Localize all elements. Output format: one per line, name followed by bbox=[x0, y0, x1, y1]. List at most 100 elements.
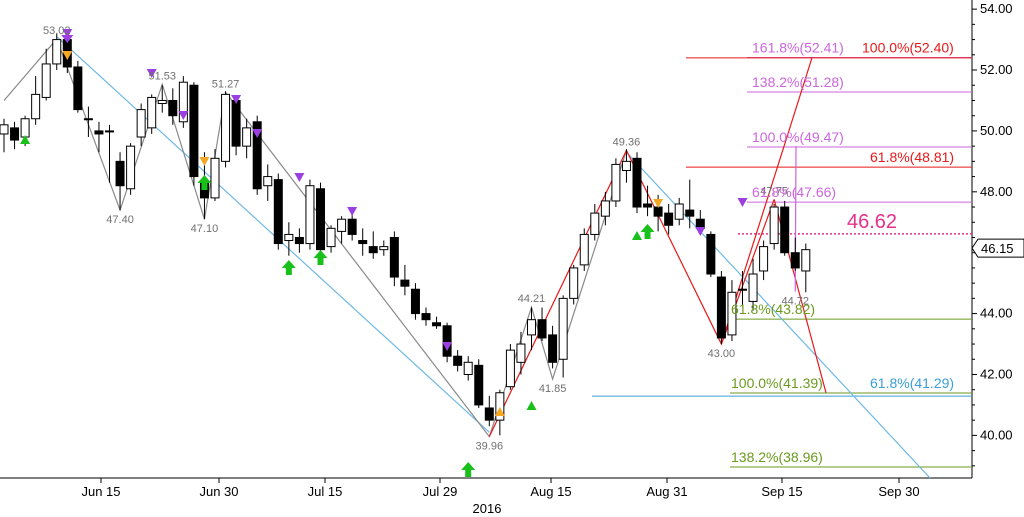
sell-signal-marker bbox=[294, 173, 305, 182]
fib-level-label: 100.0%(41.39) bbox=[731, 375, 823, 391]
swing-point-label: 39.96 bbox=[476, 441, 504, 453]
candle-body bbox=[20, 118, 30, 138]
downtrend-line bbox=[56, 36, 490, 433]
candle-body bbox=[495, 392, 505, 421]
y-tick-label: 42.00 bbox=[980, 366, 1013, 381]
sell-signal-marker bbox=[737, 198, 748, 207]
candle-body bbox=[379, 246, 389, 251]
last-price-flag bbox=[971, 238, 1024, 258]
fib-level-label: 61.8%(43.82) bbox=[731, 301, 815, 317]
candle-body bbox=[410, 288, 420, 315]
candle-body bbox=[463, 361, 473, 375]
candle-body bbox=[674, 203, 684, 220]
candle-body bbox=[189, 84, 199, 178]
candle-body bbox=[474, 364, 484, 406]
fib-level-label: 138.2%(38.96) bbox=[731, 449, 823, 465]
key-level-label: 46.62 bbox=[847, 211, 897, 233]
candle-body bbox=[41, 63, 51, 98]
x-tick-label: Aug 31 bbox=[646, 484, 687, 499]
candle-body bbox=[748, 273, 758, 302]
candle-body bbox=[273, 179, 283, 245]
candle-body bbox=[590, 212, 600, 235]
buy-arrow-marker bbox=[197, 175, 212, 190]
candle-body bbox=[10, 127, 20, 141]
candle-body bbox=[316, 188, 325, 251]
wave-line-red bbox=[488, 149, 775, 437]
sell-signal-marker bbox=[61, 35, 74, 43]
candle-body bbox=[94, 130, 104, 135]
candle-body bbox=[115, 160, 125, 187]
candle-body bbox=[664, 212, 674, 226]
sell-signal-marker bbox=[62, 51, 73, 60]
candle-body bbox=[126, 145, 136, 190]
swing-point-label: 44.21 bbox=[518, 293, 546, 305]
swing-point-label: 43.00 bbox=[708, 348, 736, 360]
candle-body bbox=[706, 233, 716, 275]
buy-arrow-marker bbox=[461, 462, 476, 477]
candle-body bbox=[695, 218, 705, 229]
swing-point-label: 49.36 bbox=[613, 136, 641, 148]
y-tick-label: 50.00 bbox=[980, 123, 1013, 138]
candle-body bbox=[790, 252, 800, 269]
candle-body bbox=[337, 218, 347, 232]
candle-body bbox=[284, 233, 294, 242]
candle-body bbox=[600, 200, 610, 217]
candle-body bbox=[400, 279, 410, 287]
candle-body bbox=[453, 355, 463, 366]
sell-signal-marker bbox=[347, 207, 358, 216]
candle-body bbox=[643, 203, 653, 208]
sell-signal-marker bbox=[178, 111, 189, 120]
buy-arrow-marker bbox=[281, 260, 296, 275]
y-tick-label: 54.00 bbox=[980, 1, 1013, 16]
candle-body bbox=[421, 313, 431, 321]
candle-body bbox=[432, 322, 442, 327]
candle-body bbox=[611, 163, 621, 202]
candle-body bbox=[263, 176, 273, 187]
candle-body bbox=[0, 124, 9, 135]
candle-body bbox=[527, 319, 536, 336]
buy-signal-marker bbox=[632, 231, 642, 240]
candle-body bbox=[442, 325, 452, 357]
zigzag-line bbox=[3, 37, 628, 438]
candle-body bbox=[368, 246, 378, 254]
y-tick-label: 40.00 bbox=[980, 427, 1013, 442]
x-tick-label: Aug 15 bbox=[530, 484, 571, 499]
candle-body bbox=[210, 157, 220, 199]
candle-body bbox=[769, 206, 779, 245]
year-label: 2016 bbox=[473, 501, 502, 516]
x-tick-label: Jun 30 bbox=[199, 484, 238, 499]
candle-body bbox=[632, 157, 642, 208]
buy-arrow-marker bbox=[313, 250, 328, 265]
swing-point-label: 51.27 bbox=[212, 78, 240, 90]
candle-body bbox=[389, 236, 399, 278]
x-tick-label: Jun 15 bbox=[81, 484, 120, 499]
candle-body bbox=[136, 109, 146, 138]
projection-line-red bbox=[720, 57, 813, 345]
candle-body bbox=[569, 267, 579, 299]
candle-body bbox=[780, 206, 790, 254]
candle-body bbox=[537, 319, 547, 339]
fib-level-label: 138.2%(51.28) bbox=[752, 74, 844, 90]
swing-point-label: 41.85 bbox=[539, 383, 567, 395]
swing-point-label: 44.72 bbox=[781, 296, 809, 308]
y-tick-label: 48.00 bbox=[980, 184, 1013, 199]
candle-body bbox=[231, 99, 241, 147]
sell-signal-marker bbox=[252, 129, 263, 138]
candle-body bbox=[516, 343, 526, 363]
swing-point-label: 51.53 bbox=[148, 70, 176, 82]
buy-signal-marker bbox=[20, 135, 31, 144]
candle-body bbox=[727, 291, 737, 336]
x-tick-label: Sep 30 bbox=[878, 484, 919, 499]
candle-body bbox=[548, 334, 558, 363]
candle-body bbox=[738, 288, 747, 291]
candle-body bbox=[252, 121, 262, 190]
candle-body bbox=[242, 127, 252, 147]
fib-level-label: 61.8%(48.81) bbox=[870, 149, 954, 165]
candle-body bbox=[147, 96, 157, 129]
sell-signal-marker bbox=[146, 69, 157, 78]
candle-body bbox=[168, 99, 178, 117]
candle-body bbox=[505, 349, 515, 388]
swing-point-label: 47.75 bbox=[760, 185, 788, 197]
candle-body bbox=[484, 407, 494, 421]
candle-body bbox=[358, 240, 368, 245]
